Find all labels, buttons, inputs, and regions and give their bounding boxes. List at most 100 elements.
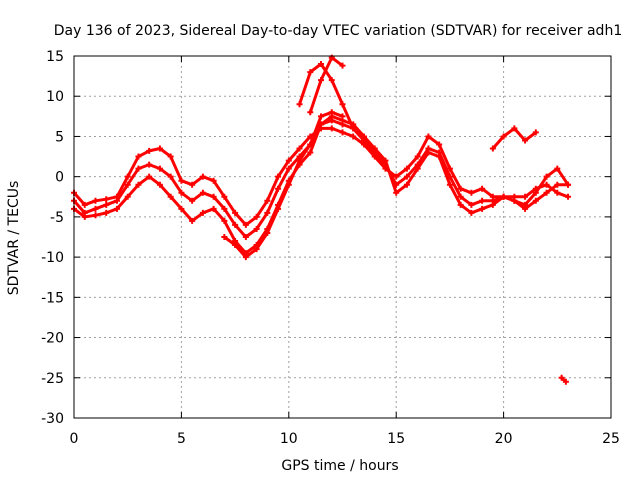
data-point: [522, 193, 529, 200]
data-point: [382, 157, 389, 164]
data-point: [318, 61, 325, 68]
data-point: [489, 201, 496, 208]
y-tick-label: -25: [41, 371, 64, 387]
data-point: [360, 137, 367, 144]
series-line: [298, 62, 377, 154]
series-line: [491, 126, 538, 150]
data-point: [146, 173, 153, 180]
data-point: [543, 189, 550, 196]
data-point: [124, 173, 131, 180]
data-point: [328, 77, 335, 84]
x-axis-label: GPS time / hours: [281, 458, 398, 474]
data-point: [199, 173, 206, 180]
data-point: [371, 149, 378, 156]
series-line: [222, 110, 344, 259]
data-point: [124, 193, 131, 200]
data-point: [285, 181, 292, 188]
data-point: [232, 242, 239, 249]
data-point: [479, 205, 486, 212]
series-trace-8: [558, 374, 569, 385]
data-point: [457, 185, 464, 192]
data-point: [562, 378, 569, 385]
data-series: [71, 54, 572, 385]
data-point: [543, 173, 550, 180]
data-point: [425, 133, 432, 140]
data-point: [296, 101, 303, 108]
y-tick-label: -20: [41, 331, 64, 347]
data-point: [554, 181, 561, 188]
data-point: [103, 196, 110, 203]
data-point: [468, 209, 475, 216]
data-point: [468, 189, 475, 196]
data-point: [339, 113, 346, 120]
data-point: [393, 189, 400, 196]
data-point: [543, 181, 550, 188]
data-point: [210, 193, 217, 200]
data-point: [167, 173, 174, 180]
data-point: [221, 234, 228, 240]
data-point: [318, 77, 325, 84]
x-tick-label: 15: [387, 431, 405, 447]
data-point: [436, 153, 443, 160]
data-point: [253, 213, 260, 220]
data-point: [156, 145, 163, 152]
data-point: [189, 181, 196, 188]
data-point: [275, 173, 282, 180]
y-tick-label: 5: [55, 129, 64, 145]
data-point: [113, 197, 120, 204]
data-point: [558, 374, 565, 381]
plot-frame: [73, 55, 612, 419]
data-point: [264, 229, 271, 236]
data-point: [468, 201, 475, 208]
data-point: [436, 141, 443, 148]
data-point: [414, 153, 421, 160]
data-point: [307, 141, 314, 148]
data-point: [103, 209, 110, 216]
data-point: [156, 181, 163, 188]
data-point: [81, 213, 88, 220]
data-point: [242, 254, 249, 261]
data-point: [554, 165, 561, 172]
data-point: [307, 149, 314, 156]
y-tick-label: 10: [46, 89, 64, 105]
data-point: [446, 181, 453, 188]
data-point: [296, 145, 303, 152]
data-point: [232, 209, 239, 216]
data-point: [511, 125, 518, 132]
data-point: [167, 153, 174, 160]
data-point: [178, 189, 185, 196]
data-point: [393, 173, 400, 180]
data-point: [554, 189, 561, 196]
data-point: [532, 129, 539, 136]
data-point: [275, 185, 282, 192]
data-point: [328, 125, 335, 132]
data-point: [479, 185, 486, 192]
data-point: [339, 129, 346, 136]
y-tick-label: -30: [41, 411, 64, 427]
data-point: [500, 133, 507, 140]
data-point: [124, 181, 131, 188]
data-point: [253, 246, 260, 253]
data-point: [210, 205, 217, 212]
axis-ticks: 0 5 10 15 20 25 -30 -25 -20 -15 -10 -5 0 5 10 15: [41, 49, 620, 447]
data-point: [457, 193, 464, 200]
data-point: [328, 109, 335, 116]
data-point: [113, 205, 120, 212]
data-point: [135, 181, 142, 188]
data-point: [489, 145, 496, 152]
series-trace-7: [489, 125, 539, 152]
data-point: [339, 101, 346, 108]
y-tick-label: -15: [41, 290, 64, 306]
data-point: [403, 173, 410, 180]
data-point: [264, 197, 271, 204]
data-point: [565, 181, 572, 188]
y-axis-label: SDTVAR / TECUs: [6, 181, 22, 296]
data-point: [199, 189, 206, 196]
series-trace-5: [307, 54, 346, 116]
data-point: [92, 205, 99, 212]
data-point: [146, 147, 153, 154]
data-point: [296, 157, 303, 164]
data-point: [253, 225, 260, 232]
chart-title: Day 136 of 2023, Sidereal Day-to-day VTE…: [54, 23, 622, 39]
